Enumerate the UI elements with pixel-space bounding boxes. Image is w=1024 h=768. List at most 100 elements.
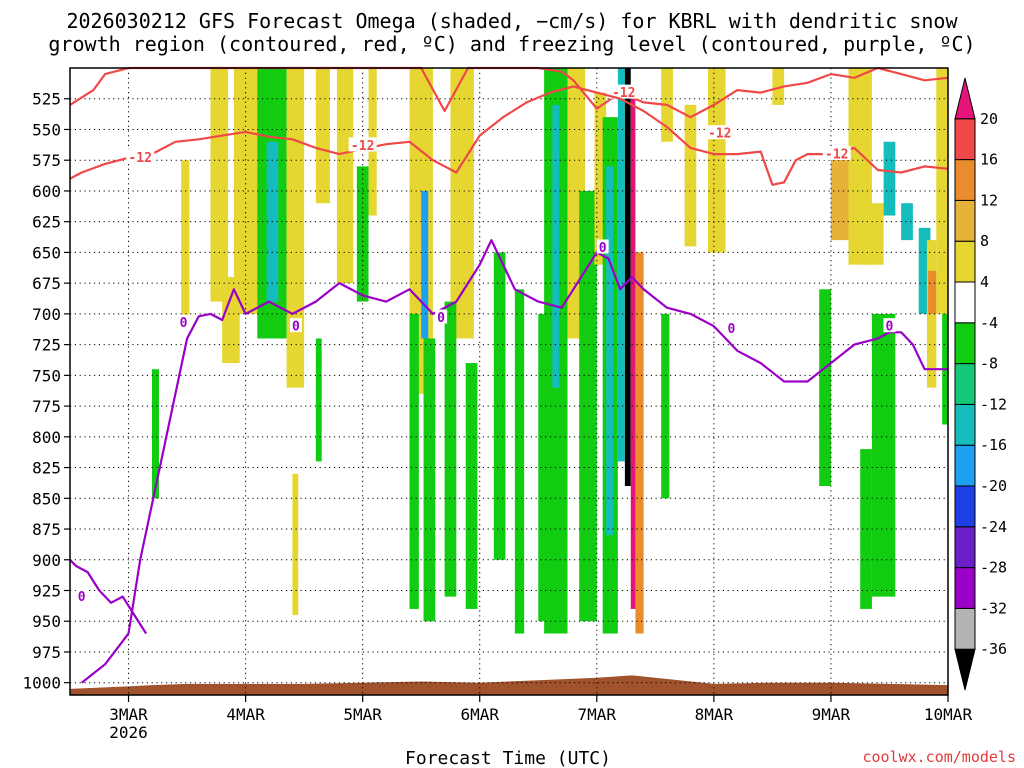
contour-line-freezing-low xyxy=(69,559,148,635)
x-tick-label: 4MAR xyxy=(226,705,265,724)
omega-shade-cell xyxy=(819,289,831,486)
omega-shade-cell xyxy=(624,68,631,486)
omega-shade-cell xyxy=(292,473,299,616)
y-tick-label: 725 xyxy=(32,336,61,355)
omega-shade-cell xyxy=(356,166,369,302)
y-tick-label: 1000 xyxy=(22,674,61,693)
source-credit: coolwx.com/models xyxy=(862,748,1016,766)
omega-shade-cell xyxy=(409,313,419,609)
contour-label: -12 xyxy=(612,86,635,101)
omega-shade-cell xyxy=(444,301,457,597)
contour-line-freezing xyxy=(81,239,948,684)
y-tick-label: 950 xyxy=(32,612,61,631)
x-tick-label: 9MAR xyxy=(812,705,851,724)
y-tick-label: 800 xyxy=(32,428,61,447)
colorbar-swatch xyxy=(954,240,976,283)
contour-label-bg xyxy=(177,314,190,329)
omega-shade-cell xyxy=(181,160,190,321)
omega-shade-cell xyxy=(286,68,305,388)
y-tick-label: 600 xyxy=(32,182,61,201)
colorbar-swatch xyxy=(954,403,976,446)
omega-shade-cell xyxy=(708,68,726,253)
y-tick-label: 625 xyxy=(32,213,61,232)
y-tick-label: 900 xyxy=(32,551,61,570)
colorbar-swatch xyxy=(954,526,976,569)
colorbar-label: 12 xyxy=(980,191,998,209)
x-tick-label: 5MAR xyxy=(343,705,382,724)
omega-shade-cell xyxy=(684,104,697,247)
omega-shade-cell xyxy=(552,104,560,388)
omega-shade-cell xyxy=(928,270,937,314)
omega-shade-cell xyxy=(421,190,429,339)
y-tick-label: 525 xyxy=(32,90,61,109)
omega-shade-cell xyxy=(918,227,931,314)
chart-title-line-1: 2026030212 GFS Forecast Omega (shaded, −… xyxy=(66,9,958,33)
colorbar-label: -8 xyxy=(980,355,998,373)
colorbar-label: -16 xyxy=(980,436,1007,454)
colorbar-swatch xyxy=(954,199,976,242)
contour-label-bg xyxy=(609,84,638,99)
contour-label-bg xyxy=(883,318,896,333)
omega-shade-cell xyxy=(465,363,478,609)
contour-label-bg xyxy=(725,320,738,335)
colorbar-label: -12 xyxy=(980,395,1007,413)
omega-shade-cell xyxy=(315,68,330,204)
omega-shade-cell xyxy=(883,141,896,216)
colorbar-label: -4 xyxy=(980,314,998,332)
omega-shade-cell xyxy=(210,68,229,302)
terrain-surface xyxy=(70,675,948,695)
contour-label-bg xyxy=(596,239,609,254)
colorbar-label: -32 xyxy=(980,599,1007,617)
colorbar-swatch xyxy=(954,648,976,691)
contour-label-bg xyxy=(126,149,155,164)
x-axis-label: Forecast Time (UTC) xyxy=(405,748,611,768)
x-tick-label: 6MAR xyxy=(460,705,499,724)
contour-label-bg xyxy=(289,318,302,333)
x-tick-label: 10MAR xyxy=(924,705,973,724)
colorbar-swatch xyxy=(954,77,976,120)
y-tick-label: 750 xyxy=(32,366,61,385)
omega-shade-cell xyxy=(866,203,884,265)
omega-shade-cell xyxy=(594,92,607,265)
y-tick-label: 825 xyxy=(32,459,61,478)
omega-shade-cell xyxy=(336,68,354,284)
y-tick-label: 575 xyxy=(32,151,61,170)
contour-label: 0 xyxy=(599,241,607,256)
omega-shade-cell xyxy=(617,68,625,462)
omega-shade-cell xyxy=(901,203,913,241)
contour-label-bg xyxy=(348,137,377,152)
colorbar-label: 20 xyxy=(980,110,998,128)
omega-shade-cell xyxy=(871,313,896,597)
colorbar-swatch xyxy=(954,322,976,365)
plot-area: -12 -12 -12 -12 -12 0 0 0 0 0 0 0 xyxy=(69,66,949,696)
contour-label-bg xyxy=(705,125,734,140)
colorbar-label: -28 xyxy=(980,559,1007,577)
contour-label-bg xyxy=(435,309,448,324)
colorbar-swatch xyxy=(954,281,976,324)
contour-label: -12 xyxy=(708,127,731,142)
omega-shade-cell xyxy=(315,338,322,462)
omega-shade-cell xyxy=(579,190,597,622)
colorbar-swatch xyxy=(954,118,976,161)
omega-shade-cell xyxy=(493,252,506,560)
y-axis-pressure: 525 550 575 600 625 650 675 700 725 750 775 800 825 8… xyxy=(22,90,70,693)
colorbar-label: -36 xyxy=(980,640,1007,658)
colorbar-label: -20 xyxy=(980,477,1007,495)
plot-frame xyxy=(69,67,949,696)
y-tick-label: 650 xyxy=(32,243,61,262)
colorbar-swatch xyxy=(954,485,976,528)
omega-shade-cell xyxy=(635,252,644,634)
plot-background xyxy=(70,68,948,695)
omega-shade-cell xyxy=(423,338,436,622)
colorbar: -36 -32 -28 -24 -20 -16 -12 -8 -4 4 8 12 16 20 xyxy=(954,77,1007,691)
terrain-layer xyxy=(70,675,948,695)
x-tick-label: 7MAR xyxy=(578,705,617,724)
y-tick-label: 850 xyxy=(32,489,61,508)
y-tick-label: 975 xyxy=(32,643,61,662)
contour-line-dgz-lower xyxy=(69,85,949,186)
y-tick-label: 775 xyxy=(32,397,61,416)
y-tick-label: 925 xyxy=(32,582,61,601)
omega-shade-cell xyxy=(772,68,785,105)
